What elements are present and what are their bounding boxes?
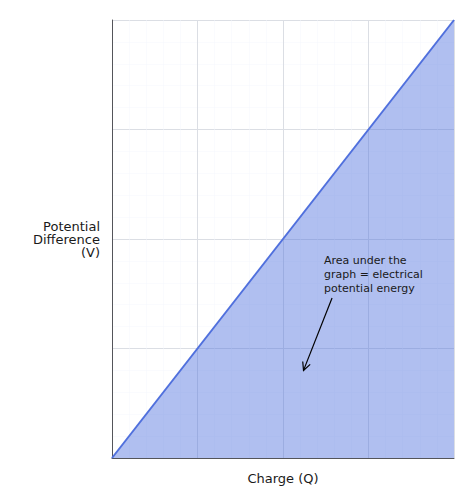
svg-text:graph = electrical: graph = electrical (324, 268, 423, 281)
svg-text:Area under the: Area under the (324, 254, 407, 267)
svg-text:Difference: Difference (33, 231, 100, 247)
svg-text:(V): (V) (81, 245, 100, 260)
svg-text:potential energy: potential energy (324, 282, 415, 295)
svg-text:Potential: Potential (43, 218, 100, 234)
svg-text:Charge (Q): Charge (Q) (247, 471, 318, 486)
